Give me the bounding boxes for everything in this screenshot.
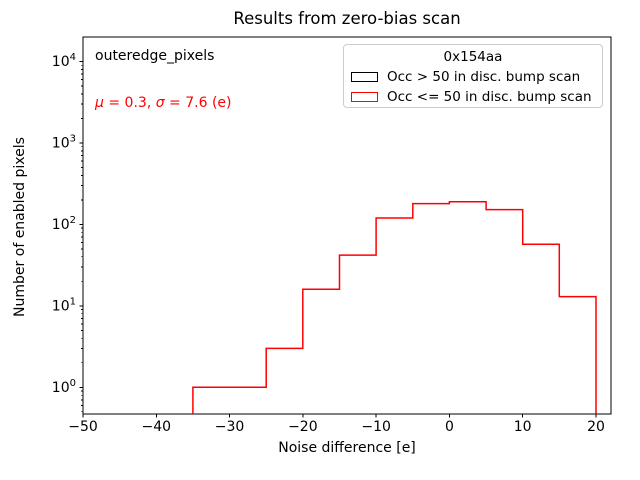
x-tick-label: 0 — [445, 419, 454, 435]
x-tick-label: −10 — [361, 419, 391, 435]
y-axis-ticks: 100 101 102 103 104 — [52, 52, 83, 396]
y-tick-label: 104 — [52, 52, 76, 70]
y-tick-label: 100 — [52, 378, 76, 396]
x-tick-label: −30 — [215, 419, 245, 435]
mu-symbol: μ — [95, 95, 104, 111]
legend-swatch-black — [351, 72, 378, 82]
y-tick-label: 103 — [52, 133, 76, 151]
legend-label-occ-le-50: Occ <= 50 in disc. bump scan — [387, 89, 592, 105]
x-tick-label: 20 — [587, 419, 605, 435]
x-axis-label: Noise difference [e] — [278, 440, 416, 456]
legend-entry-occ-gt-50: Occ > 50 in disc. bump scan — [351, 67, 595, 87]
histogram-series-1 — [192, 200, 597, 414]
x-tick-label: −40 — [142, 419, 172, 435]
x-axis-ticks: −50 −40 −30 −20 −10 0 10 20 — [68, 414, 605, 435]
chart-title: Results from zero-bias scan — [233, 9, 461, 28]
stats-annotation: μ = 0.3, σ = 7.6 (e) — [95, 95, 231, 111]
y-tick-label: 102 — [52, 215, 76, 233]
sigma-symbol: σ — [155, 95, 165, 111]
legend-title: 0x154aa — [443, 49, 503, 65]
legend-entry-occ-le-50: Occ <= 50 in disc. bump scan — [351, 87, 595, 107]
plot-frame — [82, 36, 612, 415]
y-tick-label: 101 — [52, 296, 76, 314]
mu-value: = 0.3, — [103, 95, 156, 111]
sigma-value: = 7.6 (e) — [164, 95, 232, 111]
legend-label-occ-gt-50: Occ > 50 in disc. bump scan — [387, 69, 581, 85]
y-axis-label: Number of enabled pixels — [12, 137, 28, 317]
y-axis-minor-ticks — [81, 64, 83, 413]
x-tick-label: −50 — [68, 419, 98, 435]
legend-swatch-red — [351, 92, 378, 102]
x-tick-label: 10 — [514, 419, 532, 435]
x-tick-label: −20 — [288, 419, 318, 435]
legend: 0x154aa Occ > 50 in disc. bump scan Occ … — [343, 44, 603, 108]
dataset-annotation: outeredge_pixels — [95, 48, 215, 64]
